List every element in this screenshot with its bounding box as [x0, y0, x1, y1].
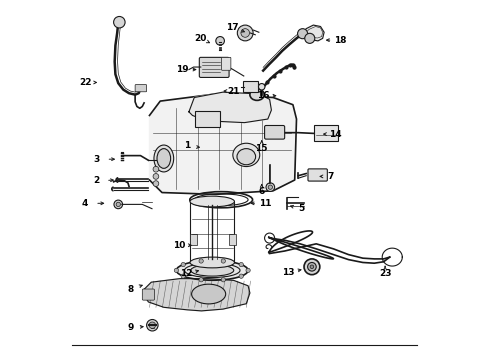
Circle shape: [245, 268, 250, 273]
Ellipse shape: [190, 257, 234, 268]
Text: 3: 3: [93, 155, 100, 164]
Text: 1: 1: [183, 141, 190, 150]
Text: 14: 14: [328, 130, 341, 139]
Circle shape: [239, 262, 243, 267]
Text: 7: 7: [326, 172, 333, 181]
Text: 12: 12: [180, 269, 192, 278]
Ellipse shape: [190, 196, 234, 207]
Ellipse shape: [237, 149, 255, 165]
FancyBboxPatch shape: [195, 111, 220, 127]
Ellipse shape: [191, 284, 225, 304]
FancyBboxPatch shape: [264, 126, 284, 139]
FancyBboxPatch shape: [142, 289, 154, 300]
Circle shape: [265, 183, 274, 192]
Text: 20: 20: [194, 34, 206, 43]
Text: 19: 19: [176, 65, 189, 74]
FancyBboxPatch shape: [243, 81, 258, 92]
Circle shape: [149, 322, 155, 328]
Ellipse shape: [190, 265, 233, 276]
Circle shape: [304, 33, 314, 43]
Text: 16: 16: [256, 91, 269, 100]
Bar: [228, 234, 236, 244]
Text: 15: 15: [255, 144, 267, 153]
Text: 13: 13: [282, 268, 294, 277]
Circle shape: [114, 200, 122, 209]
Circle shape: [267, 185, 272, 189]
Circle shape: [113, 17, 125, 28]
Circle shape: [153, 174, 159, 179]
Text: 21: 21: [226, 86, 239, 95]
Bar: [190, 234, 197, 244]
Circle shape: [241, 29, 249, 37]
FancyBboxPatch shape: [313, 126, 338, 140]
Circle shape: [199, 278, 203, 282]
Circle shape: [221, 259, 225, 263]
Text: 22: 22: [80, 78, 92, 87]
Circle shape: [146, 319, 158, 331]
Ellipse shape: [154, 145, 173, 172]
Text: 4: 4: [81, 199, 88, 208]
FancyBboxPatch shape: [135, 85, 146, 92]
Ellipse shape: [157, 149, 170, 168]
FancyBboxPatch shape: [221, 57, 230, 70]
Circle shape: [297, 29, 307, 39]
Polygon shape: [302, 25, 324, 41]
Polygon shape: [149, 94, 296, 194]
Circle shape: [181, 274, 185, 278]
Circle shape: [199, 259, 203, 263]
Circle shape: [307, 262, 316, 271]
Circle shape: [174, 268, 178, 273]
Polygon shape: [143, 279, 249, 311]
Text: 11: 11: [259, 199, 271, 208]
Polygon shape: [188, 92, 271, 123]
Circle shape: [181, 262, 185, 267]
Text: 10: 10: [173, 241, 185, 250]
Text: 5: 5: [297, 204, 304, 213]
Ellipse shape: [258, 84, 264, 90]
Circle shape: [153, 181, 159, 186]
Circle shape: [221, 278, 225, 282]
Text: 2: 2: [93, 176, 100, 185]
Circle shape: [153, 166, 159, 172]
Circle shape: [215, 37, 224, 45]
Text: 18: 18: [334, 36, 346, 45]
Ellipse shape: [249, 89, 264, 100]
FancyBboxPatch shape: [199, 57, 228, 77]
Ellipse shape: [176, 261, 247, 280]
Text: 17: 17: [225, 23, 238, 32]
Circle shape: [239, 274, 243, 278]
Circle shape: [116, 202, 120, 207]
Ellipse shape: [232, 143, 259, 167]
Text: 6: 6: [258, 187, 264, 196]
Circle shape: [237, 25, 253, 41]
Circle shape: [304, 259, 319, 275]
Circle shape: [309, 265, 313, 269]
Text: 23: 23: [378, 269, 390, 278]
Text: 9: 9: [127, 323, 133, 332]
Text: 8: 8: [127, 285, 133, 294]
FancyBboxPatch shape: [307, 169, 326, 181]
